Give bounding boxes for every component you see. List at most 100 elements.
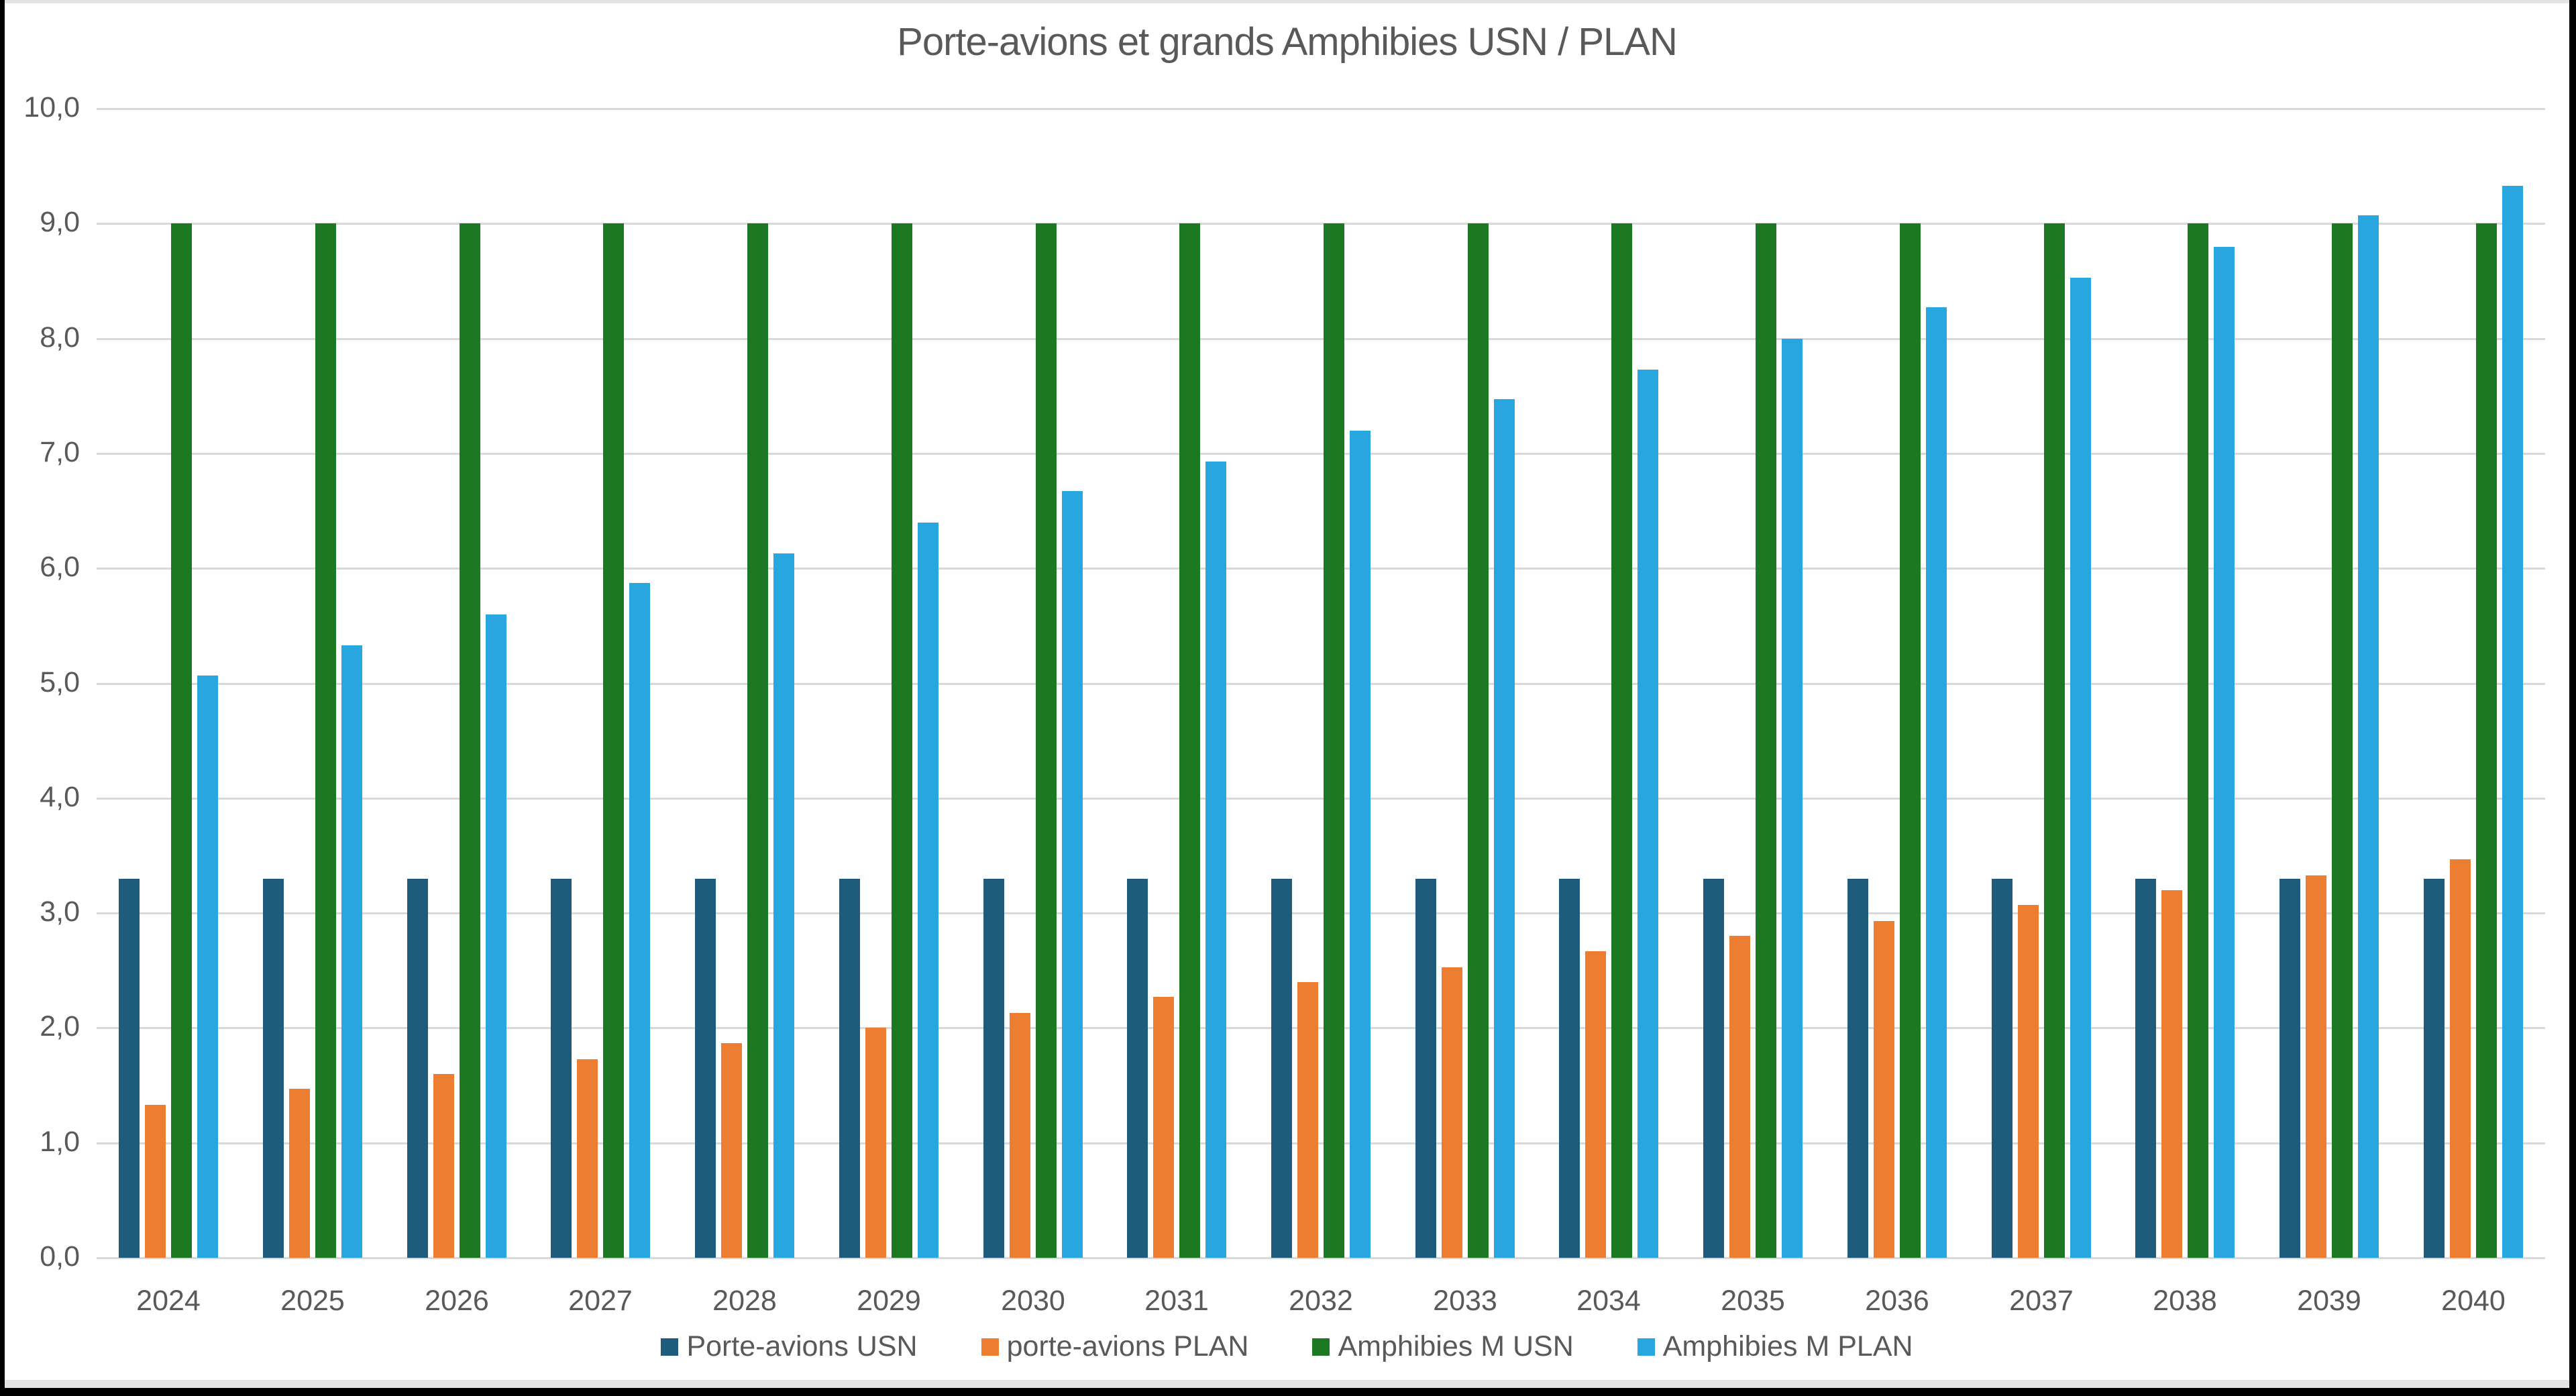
bar-porte-avions-usn-2030[interactable] [983,879,1004,1258]
bar-porte-avions-plan-2039[interactable] [2306,875,2326,1258]
bar-amphibies-m-plan-2036[interactable] [1926,307,1947,1258]
x-label-2040: 2040 [2441,1285,2506,1317]
y-tick-label-0: 0,0 [40,1240,80,1273]
x-label-2037: 2037 [2009,1285,2074,1317]
bar-porte-avions-usn-2037[interactable] [1992,879,2012,1258]
y-tick-label-4: 4,0 [40,780,80,813]
bar-porte-avions-plan-2028[interactable] [721,1043,742,1258]
y-tick-label-5: 5,0 [40,665,80,698]
bar-amphibies-m-usn-2029[interactable] [892,223,912,1258]
legend-item-porte-avions-usn[interactable]: Porte-avions USN [661,1330,918,1363]
bar-porte-avions-plan-2029[interactable] [865,1028,886,1258]
legend-swatch-icon [661,1338,679,1356]
legend-item-porte-avions-plan[interactable]: porte-avions PLAN [981,1330,1248,1363]
bar-amphibies-m-plan-2028[interactable] [773,553,794,1258]
bar-amphibies-m-plan-2026[interactable] [486,614,506,1258]
bar-amphibies-m-plan-2034[interactable] [1638,370,1658,1258]
bar-porte-avions-plan-2037[interactable] [2018,905,2039,1258]
bar-porte-avions-usn-2035[interactable] [1703,879,1724,1258]
bar-porte-avions-usn-2034[interactable] [1559,879,1580,1258]
bar-porte-avions-usn-2029[interactable] [839,879,860,1258]
bar-porte-avions-usn-2039[interactable] [2279,879,2300,1258]
bar-porte-avions-usn-2040[interactable] [2424,879,2445,1258]
bar-amphibies-m-usn-2036[interactable] [1900,223,1921,1258]
y-tick-label-7: 7,0 [40,435,80,468]
x-label-2026: 2026 [425,1285,489,1317]
gridline-10 [97,108,2545,110]
bar-porte-avions-plan-2025[interactable] [289,1089,310,1258]
bar-porte-avions-plan-2033[interactable] [1442,967,1462,1258]
y-tick-label-8: 8,0 [40,321,80,354]
bar-amphibies-m-usn-2032[interactable] [1324,223,1344,1258]
x-label-2030: 2030 [1001,1285,1065,1317]
bar-porte-avions-plan-2024[interactable] [145,1105,166,1258]
legend-item-amphibies-m-plan[interactable]: Amphibies M PLAN [1637,1330,1913,1363]
gridline-7 [97,452,2545,455]
bar-amphibies-m-usn-2040[interactable] [2476,223,2497,1258]
bar-porte-avions-plan-2038[interactable] [2161,890,2182,1258]
bar-porte-avions-usn-2032[interactable] [1271,879,1292,1258]
bar-amphibies-m-usn-2028[interactable] [747,223,768,1258]
gridline-2 [97,1027,2545,1030]
bar-porte-avions-usn-2036[interactable] [1847,879,1868,1258]
bar-porte-avions-usn-2038[interactable] [2135,879,2156,1258]
bar-porte-avions-usn-2033[interactable] [1415,879,1436,1258]
bar-amphibies-m-usn-2039[interactable] [2332,223,2353,1258]
bar-amphibies-m-plan-2025[interactable] [341,645,362,1258]
bar-amphibies-m-plan-2030[interactable] [1062,491,1083,1258]
bar-porte-avions-plan-2040[interactable] [2450,859,2471,1258]
y-tick-label-2: 2,0 [40,1010,80,1043]
bar-porte-avions-usn-2027[interactable] [551,879,572,1258]
legend-swatch-icon [1637,1338,1655,1356]
bar-amphibies-m-usn-2034[interactable] [1611,223,1632,1258]
bar-amphibies-m-usn-2035[interactable] [1756,223,1776,1258]
bar-porte-avions-plan-2026[interactable] [433,1074,454,1258]
bar-amphibies-m-usn-2033[interactable] [1468,223,1489,1258]
bar-porte-avions-plan-2027[interactable] [577,1059,598,1258]
legend: Porte-avions USN porte-avions PLAN Amphibi… [5,1330,2569,1363]
bar-porte-avions-plan-2036[interactable] [1874,921,1894,1258]
bar-amphibies-m-plan-2038[interactable] [2214,247,2235,1258]
bar-amphibies-m-plan-2039[interactable] [2358,215,2379,1258]
gridline-9 [97,223,2545,225]
bar-porte-avions-usn-2028[interactable] [695,879,716,1258]
bar-amphibies-m-usn-2026[interactable] [460,223,480,1258]
bar-amphibies-m-plan-2024[interactable] [197,676,218,1258]
x-label-2027: 2027 [568,1285,633,1317]
legend-swatch-icon [1312,1338,1330,1356]
bottom-edge-strip [5,1380,2569,1388]
bar-porte-avions-plan-2031[interactable] [1153,997,1174,1258]
bar-amphibies-m-plan-2032[interactable] [1350,431,1371,1258]
bar-amphibies-m-usn-2037[interactable] [2044,223,2065,1258]
bar-porte-avions-plan-2034[interactable] [1585,951,1606,1258]
bar-amphibies-m-usn-2038[interactable] [2188,223,2208,1258]
gridline-4 [97,797,2545,800]
bar-amphibies-m-plan-2037[interactable] [2070,278,2091,1258]
bar-porte-avions-plan-2035[interactable] [1729,936,1750,1258]
bar-amphibies-m-plan-2033[interactable] [1494,399,1515,1258]
gridline-1 [97,1142,2545,1144]
bar-amphibies-m-plan-2029[interactable] [918,523,938,1258]
x-label-2036: 2036 [1865,1285,1929,1317]
bar-amphibies-m-usn-2025[interactable] [315,223,336,1258]
gridline-8 [97,337,2545,340]
x-label-2035: 2035 [1721,1285,1785,1317]
x-label-2029: 2029 [857,1285,921,1317]
bar-porte-avions-usn-2026[interactable] [407,879,428,1258]
bar-porte-avions-plan-2032[interactable] [1297,982,1318,1258]
bar-porte-avions-plan-2030[interactable] [1010,1013,1030,1258]
legend-item-amphibies-m-usn[interactable]: Amphibies M USN [1312,1330,1574,1363]
gridline-0 [97,1257,2545,1259]
bar-amphibies-m-plan-2031[interactable] [1205,462,1226,1258]
bar-porte-avions-usn-2024[interactable] [119,879,140,1258]
bar-amphibies-m-usn-2024[interactable] [171,223,192,1258]
bar-amphibies-m-plan-2027[interactable] [629,583,650,1258]
bar-amphibies-m-usn-2027[interactable] [603,223,624,1258]
bar-amphibies-m-usn-2031[interactable] [1179,223,1200,1258]
bar-amphibies-m-plan-2040[interactable] [2502,186,2523,1258]
top-edge-strip [5,0,2569,3]
bar-amphibies-m-usn-2030[interactable] [1036,223,1057,1258]
bar-porte-avions-usn-2025[interactable] [263,879,284,1258]
bar-porte-avions-usn-2031[interactable] [1127,879,1148,1258]
bar-amphibies-m-plan-2035[interactable] [1782,339,1803,1258]
